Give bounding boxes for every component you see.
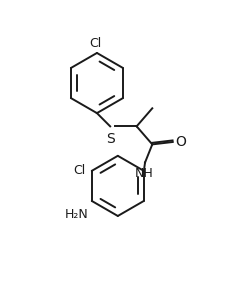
Text: S: S <box>106 132 114 146</box>
Text: Cl: Cl <box>90 37 102 50</box>
Text: O: O <box>175 135 186 149</box>
Text: NH: NH <box>135 167 153 180</box>
Text: H₂N: H₂N <box>65 208 89 221</box>
Text: Cl: Cl <box>73 164 85 177</box>
